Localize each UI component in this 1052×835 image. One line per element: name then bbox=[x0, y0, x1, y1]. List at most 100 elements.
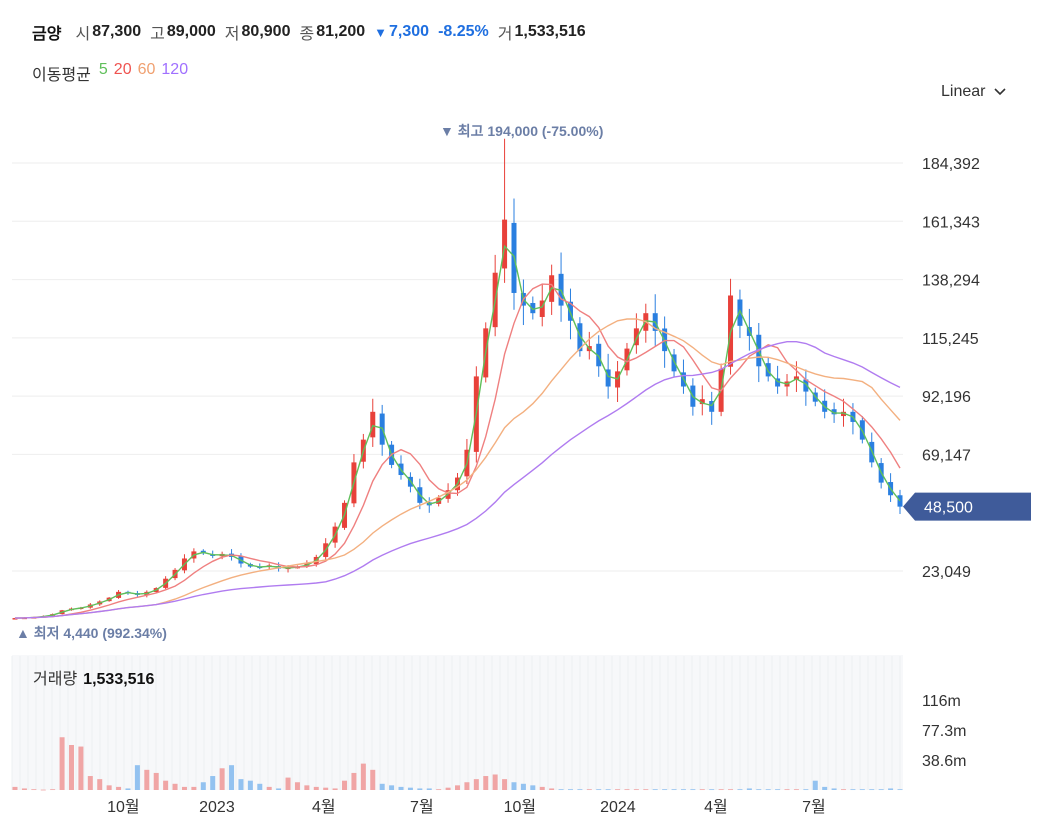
ma5-line bbox=[14, 244, 901, 619]
volume-bar bbox=[200, 782, 206, 790]
volume-bar bbox=[210, 776, 216, 790]
volume-bar bbox=[502, 779, 508, 790]
candle-body bbox=[370, 411, 376, 438]
y-tick-label: 23,049 bbox=[922, 564, 971, 581]
volume-bar bbox=[229, 765, 235, 790]
volume-bar bbox=[483, 776, 489, 790]
volume-bar bbox=[50, 789, 56, 791]
volume-bar bbox=[859, 789, 865, 791]
volume-bar bbox=[869, 789, 875, 791]
volume-bar bbox=[812, 780, 818, 790]
ma120-line bbox=[14, 341, 901, 619]
y-tick-label: 69,147 bbox=[922, 447, 971, 464]
y-tick-label: 184,392 bbox=[922, 156, 980, 173]
volume-value: 1,533,516 bbox=[514, 23, 586, 40]
volume-bar bbox=[615, 789, 621, 791]
change-percent: -8.25% bbox=[438, 23, 489, 40]
stock-header: 금양 시 87,300 고 89,000 저 80,900 종 81,200 ▼… bbox=[32, 20, 595, 44]
volume-bar bbox=[822, 786, 828, 790]
volume-bar bbox=[285, 777, 291, 790]
volume-bar bbox=[417, 788, 423, 790]
scale-toggle-dropdown[interactable]: Linear bbox=[941, 83, 1007, 101]
volume-bar bbox=[775, 789, 781, 791]
candle-body bbox=[530, 303, 536, 314]
volume-bar bbox=[304, 785, 310, 790]
volume-label: 거 bbox=[497, 26, 513, 43]
volume-bar bbox=[549, 788, 555, 790]
volume-panel-title: 거래량 1,533,516 bbox=[33, 665, 154, 689]
high-annotation: ▼ 최고 194,000 (-75.00%) bbox=[440, 123, 603, 139]
volume-bar bbox=[746, 788, 752, 790]
volume-bar bbox=[897, 789, 903, 791]
volume-bar bbox=[492, 774, 498, 790]
moving-average-legend[interactable]: 이동평균 5 20 60 120 bbox=[32, 61, 188, 85]
volume-bar bbox=[633, 789, 639, 791]
volume-bar bbox=[12, 786, 18, 790]
x-tick-label: 4월 bbox=[312, 798, 336, 816]
volume-panel-label: 거래량 bbox=[33, 671, 78, 688]
ma-120-label: 120 bbox=[161, 61, 189, 78]
volume-bar bbox=[97, 779, 103, 790]
volume-bar bbox=[351, 772, 357, 790]
volume-bar bbox=[21, 788, 27, 790]
volume-bar bbox=[59, 737, 65, 790]
candle-body bbox=[793, 376, 799, 380]
stock-name: 금양 bbox=[32, 26, 62, 43]
current-price-label: 48,500 bbox=[924, 500, 973, 517]
volume-bar bbox=[530, 785, 536, 790]
volume-bar bbox=[737, 789, 743, 791]
x-tick-label: 7월 bbox=[410, 798, 434, 816]
candle-body bbox=[803, 379, 809, 392]
volume-bar bbox=[87, 776, 93, 790]
volume-bar bbox=[31, 789, 37, 791]
volume-bar bbox=[370, 769, 376, 790]
y-tick-label: 92,196 bbox=[922, 389, 971, 406]
volume-bar bbox=[153, 772, 159, 790]
volume-bar bbox=[398, 786, 404, 790]
volume-bar bbox=[793, 789, 799, 791]
volume-bar bbox=[266, 786, 272, 790]
volume-panel-bg bbox=[12, 655, 903, 790]
volume-bar bbox=[803, 789, 809, 791]
low-annotation: ▲ 최저 4,440 (992.34%) bbox=[16, 625, 167, 641]
volume-bar bbox=[709, 789, 715, 791]
high-value: 89,000 bbox=[166, 23, 216, 40]
volume-bar bbox=[276, 788, 282, 790]
change-value: 7,300 bbox=[389, 23, 430, 40]
volume-bar bbox=[841, 789, 847, 791]
low-label: 저 bbox=[224, 26, 240, 43]
x-tick-label: 10월 bbox=[504, 798, 537, 816]
candle-body bbox=[502, 219, 508, 269]
volume-bar bbox=[652, 789, 658, 791]
volume-tick-label: 77.3m bbox=[922, 723, 966, 740]
volume-bar bbox=[191, 786, 197, 790]
volume-tick-label: 38.6m bbox=[922, 753, 966, 770]
volume-bar bbox=[426, 788, 432, 790]
volume-bar bbox=[125, 788, 131, 790]
volume-bar bbox=[888, 788, 894, 790]
volume-bar bbox=[163, 780, 169, 790]
candle-body bbox=[831, 409, 837, 415]
volume-bar bbox=[577, 789, 583, 791]
volume-bar bbox=[473, 779, 479, 790]
scale-toggle-label: Linear bbox=[941, 83, 986, 100]
y-tick-label: 115,245 bbox=[922, 331, 979, 348]
chevron-down-icon bbox=[994, 88, 1007, 96]
candle-body bbox=[567, 301, 573, 321]
volume-tick-label: 116m bbox=[922, 693, 961, 710]
volume-bar bbox=[144, 769, 150, 790]
candle-body bbox=[12, 618, 18, 620]
close-label: 종 bbox=[299, 26, 315, 43]
high-label: 고 bbox=[150, 26, 165, 43]
volume-bar bbox=[379, 783, 385, 790]
x-tick-label: 10월 bbox=[107, 798, 140, 816]
open-label: 시 bbox=[75, 26, 91, 43]
x-tick-label: 2023 bbox=[199, 799, 235, 816]
low-value: 80,900 bbox=[241, 23, 291, 40]
volume-bar bbox=[257, 783, 263, 790]
x-tick-label: 2024 bbox=[600, 799, 636, 816]
volume-bar bbox=[596, 789, 602, 791]
ma-title: 이동평균 bbox=[32, 67, 91, 84]
candle-body bbox=[577, 323, 583, 352]
